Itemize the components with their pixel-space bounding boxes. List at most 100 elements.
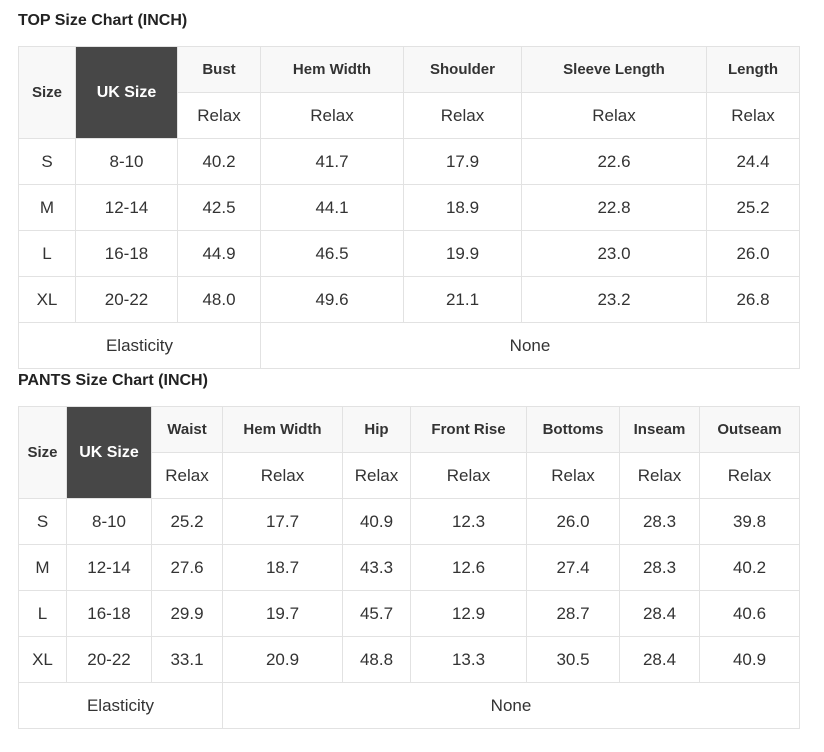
value-cell: 49.6 [260,276,404,323]
table-row: M 12-14 27.6 18.7 43.3 12.6 27.4 28.3 40.2 [18,544,800,591]
pants-size-table: Size UK Size Waist Hem Width Hip Front Rise Bo… [18,406,800,729]
uk-size-cell: 20-22 [75,276,178,323]
value-cell: 12.3 [410,498,527,545]
column-header: Waist [151,406,223,453]
value-cell: 25.2 [151,498,223,545]
value-cell: 30.5 [526,636,620,683]
table-row: XL 20-22 48.0 49.6 21.1 23.2 26.8 [18,276,800,323]
column-header: Hip [342,406,411,453]
size-cell: L [18,230,76,277]
fit-label: Relax [177,92,261,139]
fit-label: Relax [706,92,800,139]
value-cell: 26.0 [526,498,620,545]
value-cell: 22.8 [521,184,707,231]
value-cell: 26.8 [706,276,800,323]
value-cell: 24.4 [706,138,800,185]
column-header: Sleeve Length [521,46,707,93]
header-row: Size UK Size Bust Hem Width Shoulder Sleeve L… [18,46,800,139]
fit-label: Relax [342,452,411,499]
value-cell: 19.9 [403,230,522,277]
elasticity-label: Elasticity [18,322,261,369]
column-header: Front Rise [410,406,527,453]
table-row: M 12-14 42.5 44.1 18.9 22.8 25.2 [18,184,800,231]
column-header: Bust [177,46,261,93]
fit-label: Relax [222,452,343,499]
value-cell: 29.9 [151,590,223,637]
elasticity-row: Elasticity None [18,682,800,729]
value-cell: 12.9 [410,590,527,637]
uk-size-cell: 12-14 [75,184,178,231]
size-header: Size [18,406,67,499]
value-cell: 40.2 [699,544,800,591]
fit-label: Relax [699,452,800,499]
size-cell: S [18,138,76,185]
value-cell: 17.7 [222,498,343,545]
fit-label: Relax [619,452,700,499]
column-header: Shoulder [403,46,522,93]
uk-size-cell: 12-14 [66,544,152,591]
size-cell: L [18,590,67,637]
uk-size-cell: 8-10 [75,138,178,185]
fit-row: Relax Relax Relax Relax Relax Relax Relax [19,452,800,499]
column-header: Hem Width [222,406,343,453]
elasticity-row: Elasticity None [18,322,800,369]
value-cell: 44.9 [177,230,261,277]
value-cell: 44.1 [260,184,404,231]
value-cell: 23.0 [521,230,707,277]
value-cell: 27.4 [526,544,620,591]
value-cell: 40.9 [699,636,800,683]
column-header: Length [706,46,800,93]
uk-size-cell: 16-18 [66,590,152,637]
value-cell: 13.3 [410,636,527,683]
value-cell: 40.6 [699,590,800,637]
column-header: Outseam [699,406,800,453]
uk-size-cell: 8-10 [66,498,152,545]
value-cell: 18.7 [222,544,343,591]
top-size-table: Size UK Size Bust Hem Width Shoulder Sleeve L… [18,46,800,369]
value-cell: 41.7 [260,138,404,185]
value-cell: 48.8 [342,636,411,683]
value-cell: 25.2 [706,184,800,231]
column-header: Bottoms [526,406,620,453]
value-cell: 43.3 [342,544,411,591]
fit-label: Relax [260,92,404,139]
column-header: Inseam [619,406,700,453]
value-cell: 20.9 [222,636,343,683]
value-cell: 39.8 [699,498,800,545]
header-row: Size UK Size Waist Hem Width Hip Front Rise Bo… [18,406,800,499]
value-cell: 12.6 [410,544,527,591]
fit-label: Relax [526,452,620,499]
pants-chart-title: PANTS Size Chart (INCH) [18,372,208,389]
value-cell: 40.2 [177,138,261,185]
size-cell: XL [18,636,67,683]
value-cell: 45.7 [342,590,411,637]
value-cell: 21.1 [403,276,522,323]
value-cell: 23.2 [521,276,707,323]
value-cell: 33.1 [151,636,223,683]
size-cell: M [18,544,67,591]
uk-size-header: UK Size [66,406,152,499]
value-cell: 48.0 [177,276,261,323]
fit-row: Relax Relax Relax Relax Relax [19,92,800,139]
value-cell: 17.9 [403,138,522,185]
size-cell: XL [18,276,76,323]
value-cell: 28.7 [526,590,620,637]
value-cell: 28.4 [619,590,700,637]
size-cell: S [18,498,67,545]
elasticity-value: None [260,322,800,369]
value-cell: 28.4 [619,636,700,683]
elasticity-label: Elasticity [18,682,223,729]
value-cell: 28.3 [619,544,700,591]
table-row: L 16-18 44.9 46.5 19.9 23.0 26.0 [18,230,800,277]
value-cell: 42.5 [177,184,261,231]
fit-label: Relax [410,452,527,499]
elasticity-value: None [222,682,800,729]
uk-size-cell: 16-18 [75,230,178,277]
table-row: L 16-18 29.9 19.7 45.7 12.9 28.7 28.4 40.6 [18,590,800,637]
value-cell: 46.5 [260,230,404,277]
value-cell: 27.6 [151,544,223,591]
uk-size-cell: 20-22 [66,636,152,683]
fit-label: Relax [403,92,522,139]
uk-size-header: UK Size [75,46,178,139]
fit-label: Relax [521,92,707,139]
